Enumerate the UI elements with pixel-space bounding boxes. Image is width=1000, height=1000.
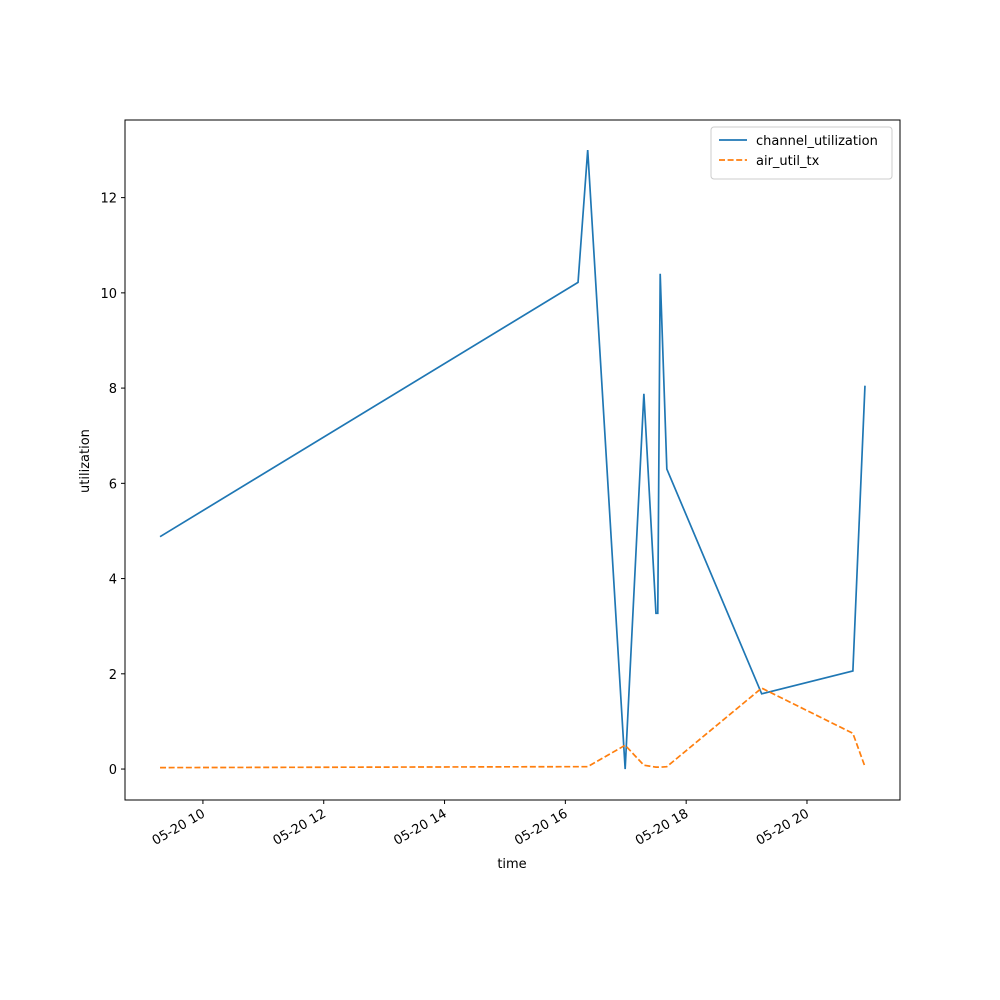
- y-tick-label: 2: [109, 668, 117, 683]
- legend-label: air_util_tx: [756, 154, 820, 169]
- y-tick-label: 6: [109, 477, 117, 492]
- plot-frame: [124, 119, 901, 801]
- y-tick-label: 4: [109, 573, 117, 588]
- x-axis-label: time: [497, 857, 526, 872]
- y-tick-label: 10: [100, 287, 117, 302]
- y-tick-label: 8: [109, 382, 117, 397]
- legend-box: [710, 126, 893, 180]
- series-line: [160, 687, 866, 769]
- y-tick-label: 0: [109, 763, 117, 778]
- series-line: [159, 149, 866, 770]
- y-tick-label: 12: [100, 192, 117, 207]
- y-axis-label: utilization: [78, 429, 93, 493]
- legend-label: channel_utilization: [756, 134, 878, 149]
